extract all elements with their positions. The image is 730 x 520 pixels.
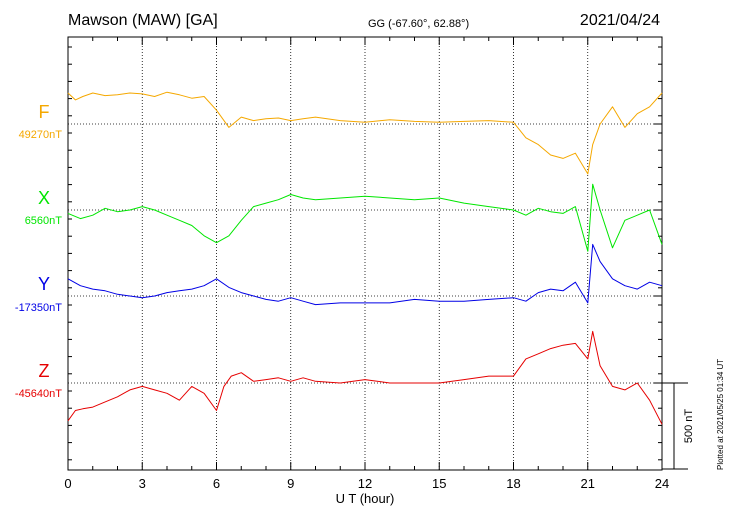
series-name-x: X: [38, 188, 50, 208]
x-tick-label: 21: [581, 476, 595, 491]
series-line-x: [67, 183, 663, 252]
x-tick-label: 18: [506, 476, 520, 491]
x-tick-label: 9: [287, 476, 294, 491]
series-baseline-value: -17350nT: [15, 302, 62, 314]
plotted-timestamp: Plotted at 2021/05/25 01:34 UT: [716, 358, 725, 470]
date-label: 2021/04/24: [579, 12, 660, 29]
x-tick-label: 6: [213, 476, 220, 491]
x-tick-label: 24: [655, 476, 669, 491]
series-baseline-value: -45640nT: [15, 388, 62, 400]
series-name-z: Z: [39, 361, 50, 381]
series-line-z: [67, 330, 663, 425]
series-name-y: Y: [38, 274, 50, 294]
series-line-y: [67, 243, 663, 306]
scale-bar-label: 500 nT: [683, 409, 695, 444]
x-tick-label: 3: [139, 476, 146, 491]
x-tick-label: 0: [64, 476, 71, 491]
series-name-f: F: [39, 102, 50, 122]
x-tick-label: 12: [358, 476, 372, 491]
x-tick-label: 15: [432, 476, 446, 491]
x-axis-label: U T (hour): [336, 491, 395, 506]
series-baseline-value: 49270nT: [19, 129, 63, 141]
station-title: Mawson (MAW) [GA]: [68, 12, 218, 29]
series-baseline-value: 6560nT: [25, 215, 63, 227]
series-line-f: [67, 91, 663, 175]
geographic-coordinates: GG (-67.60°, 62.88°): [368, 18, 470, 30]
